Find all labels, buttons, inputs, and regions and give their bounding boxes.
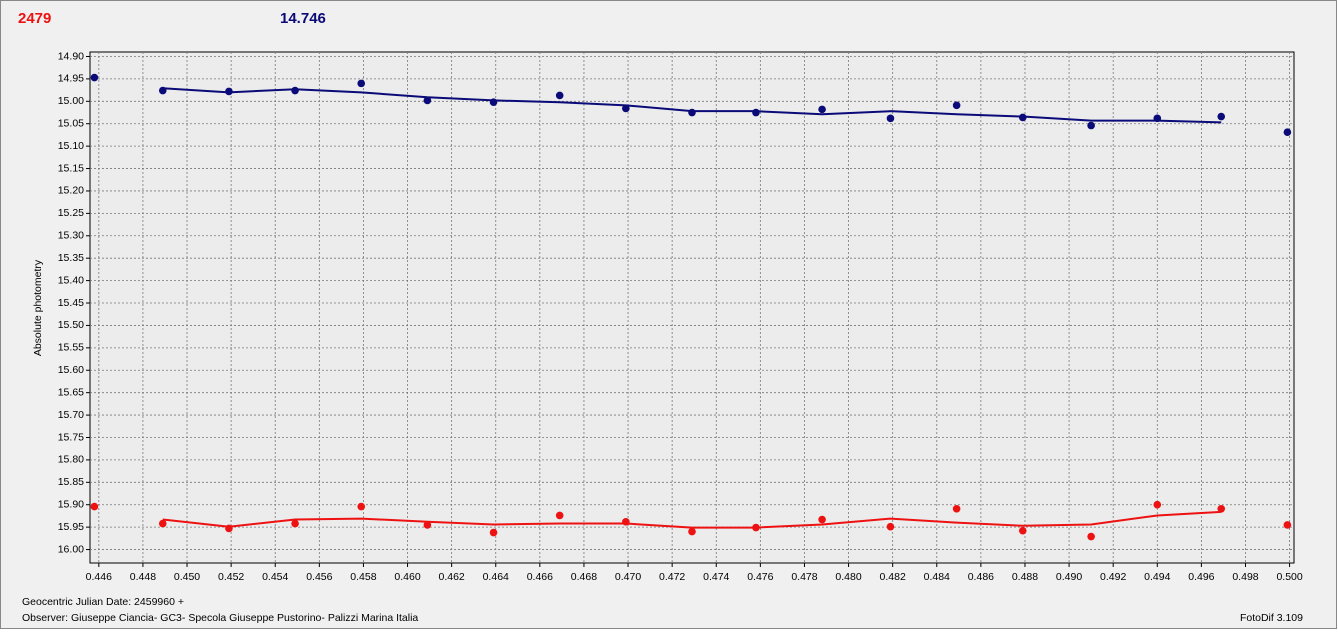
y-tick-label: 15.55 (58, 342, 84, 354)
data-point (1087, 532, 1095, 541)
x-tick-label: 0.452 (218, 571, 244, 583)
header-left: 2479 (18, 10, 51, 27)
x-tick-label: 0.458 (350, 571, 376, 583)
data-point (886, 522, 895, 531)
x-tick-label: 0.460 (394, 571, 420, 583)
y-tick-label: 16.00 (58, 543, 84, 555)
data-point (622, 104, 630, 113)
x-tick-label: 0.482 (880, 571, 906, 583)
y-tick-label: 15.20 (58, 185, 84, 197)
header-right: 14.746 (280, 10, 326, 27)
data-point (489, 528, 498, 537)
data-point (555, 91, 564, 100)
data-point (1283, 521, 1292, 529)
data-point (225, 524, 233, 533)
data-point (952, 101, 961, 110)
y-tick-label: 15.95 (58, 521, 84, 533)
x-tick-label: 0.462 (439, 571, 465, 583)
data-point (90, 73, 99, 82)
fit-line (162, 510, 1222, 529)
x-tick-label: 0.486 (968, 571, 994, 583)
x-tick-label: 0.488 (1012, 571, 1038, 583)
x-tick-label: 0.474 (703, 571, 729, 583)
data-point (1217, 504, 1226, 513)
data-point (1283, 128, 1292, 137)
footer-date: Geocentric Julian Date: 2459960 + (22, 596, 184, 608)
x-tick-label: 0.470 (615, 571, 641, 583)
y-tick-label: 15.35 (58, 252, 84, 264)
x-tick-label: 0.454 (262, 571, 288, 583)
data-point (688, 108, 696, 117)
data-point (752, 108, 760, 117)
x-tick-label: 0.498 (1232, 571, 1258, 583)
data-point (291, 86, 299, 95)
y-tick-label: 15.65 (58, 386, 84, 398)
data-point (90, 502, 99, 511)
data-point (1018, 113, 1027, 122)
plot-area (89, 51, 1295, 564)
y-tick-label: 14.95 (58, 73, 84, 85)
x-tick-label: 0.484 (924, 571, 950, 583)
x-tick-label: 0.450 (174, 571, 200, 583)
y-tick-label: 15.60 (58, 364, 84, 376)
footer-observer: Observer: Giuseppe Ciancia- GC3- Specola… (22, 612, 418, 624)
y-tick-label: 15.15 (58, 162, 84, 174)
y-tick-label: 15.80 (58, 454, 84, 466)
data-point (752, 523, 760, 532)
y-tick-label: 15.90 (58, 499, 84, 511)
y-tick-label: 15.75 (58, 431, 84, 443)
x-tick-label: 0.496 (1188, 571, 1214, 583)
y-tick-label: 15.70 (58, 409, 84, 421)
x-tick-label: 0.492 (1100, 571, 1126, 583)
y-tick-label: 15.85 (58, 476, 84, 488)
data-point (158, 86, 167, 95)
data-point (291, 519, 299, 528)
data-point (952, 504, 961, 513)
data-point (555, 511, 564, 520)
data-point (688, 527, 696, 536)
x-tick-label: 0.466 (527, 571, 553, 583)
data-point (1087, 121, 1095, 130)
y-tick-label: 15.40 (58, 274, 84, 286)
y-tick-label: 15.05 (58, 118, 84, 130)
x-tick-label: 0.494 (1144, 571, 1170, 583)
x-tick-label: 0.480 (835, 571, 861, 583)
data-point (886, 114, 895, 123)
y-tick-label: 15.30 (58, 230, 84, 242)
y-tick-label: 15.50 (58, 319, 84, 331)
data-point (818, 105, 826, 114)
data-point (357, 502, 366, 511)
y-tick-label: 15.25 (58, 207, 84, 219)
y-tick-label: 14.90 (58, 50, 84, 62)
data-point (1153, 114, 1162, 123)
data-point (423, 521, 432, 529)
x-tick-label: 0.468 (571, 571, 597, 583)
data-point (158, 519, 167, 528)
x-tick-label: 0.448 (130, 571, 156, 583)
data-point (1018, 526, 1027, 535)
data-point (357, 79, 366, 88)
y-axis-label: Absolute photometry (32, 259, 44, 356)
data-point (1153, 500, 1162, 509)
data-point (1217, 112, 1226, 121)
data-point (818, 515, 826, 524)
footer-software: FotoDif 3.109 (1240, 612, 1303, 624)
y-tick-label: 15.00 (58, 95, 84, 107)
x-tick-label: 0.446 (86, 571, 112, 583)
y-tick-label: 15.10 (58, 140, 84, 152)
x-tick-label: 0.464 (483, 571, 509, 583)
data-point (423, 96, 432, 105)
data-point (489, 98, 498, 107)
x-tick-label: 0.456 (306, 571, 332, 583)
data-point (225, 87, 233, 96)
x-tick-label: 0.478 (791, 571, 817, 583)
x-tick-label: 0.476 (747, 571, 773, 583)
x-tick-label: 0.472 (659, 571, 685, 583)
x-tick-label: 0.500 (1276, 571, 1302, 583)
data-point (622, 517, 630, 526)
y-tick-label: 15.45 (58, 297, 84, 309)
x-tick-label: 0.490 (1056, 571, 1082, 583)
